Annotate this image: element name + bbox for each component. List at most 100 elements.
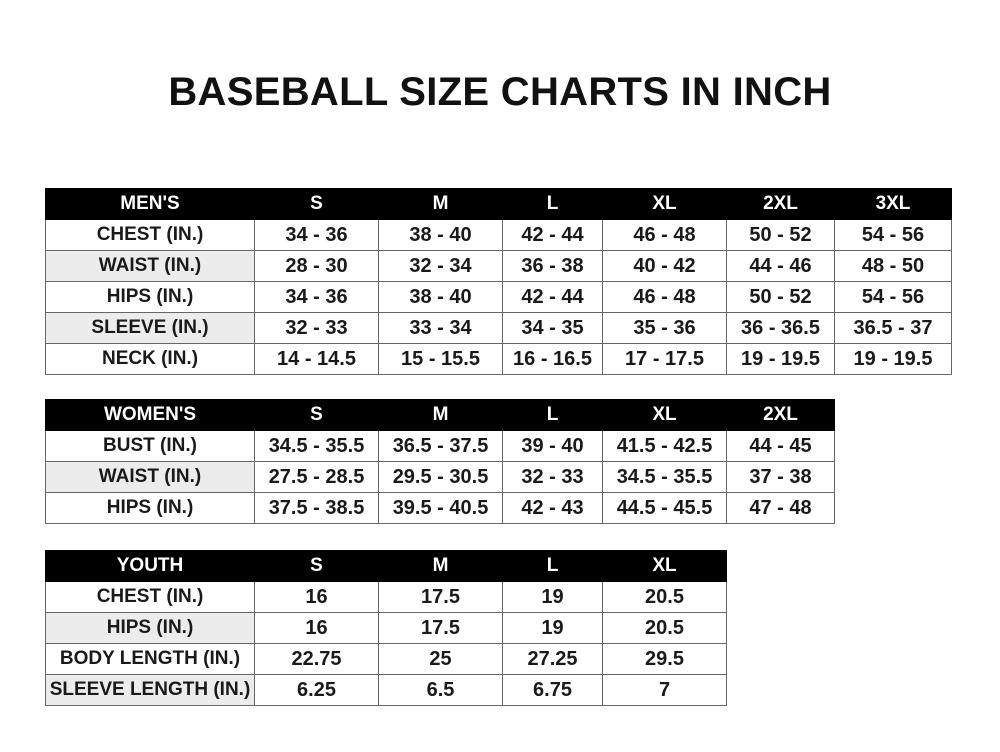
category-header: WOMEN'S xyxy=(45,399,255,431)
measurement-label: SLEEVE (IN.) xyxy=(45,312,255,344)
size-header: 2XL xyxy=(726,188,835,220)
size-value: 42 - 43 xyxy=(502,492,603,524)
measurement-label: CHEST (IN.) xyxy=(45,219,255,251)
size-header: 3XL xyxy=(834,188,952,220)
category-header: YOUTH xyxy=(45,550,255,582)
size-header: L xyxy=(502,188,603,220)
size-value: 16 - 16.5 xyxy=(502,343,603,375)
size-value: 27.5 - 28.5 xyxy=(254,461,379,493)
table-row: HIPS (IN.) 34 - 36 38 - 40 42 - 44 46 - 48 50… xyxy=(45,281,952,313)
size-header: M xyxy=(378,399,503,431)
size-value: 19 xyxy=(502,612,603,644)
size-value: 36.5 - 37.5 xyxy=(378,430,503,462)
size-value: 34 - 35 xyxy=(502,312,603,344)
measurement-label: SLEEVE LENGTH (IN.) xyxy=(45,674,255,706)
size-value: 20.5 xyxy=(602,581,727,613)
size-value: 19 - 19.5 xyxy=(726,343,835,375)
size-value: 16 xyxy=(254,612,379,644)
size-value: 15 - 15.5 xyxy=(378,343,503,375)
womens-size-table: WOMEN'S S M L XL 2XL BUST (IN.) 34.5 - 35.5 36.5… xyxy=(45,399,835,524)
size-value: 35 - 36 xyxy=(602,312,727,344)
measurement-label: HIPS (IN.) xyxy=(45,612,255,644)
size-value: 28 - 30 xyxy=(254,250,379,282)
size-value: 54 - 56 xyxy=(834,281,952,313)
measurement-label: CHEST (IN.) xyxy=(45,581,255,613)
size-header: M xyxy=(378,550,503,582)
size-value: 34.5 - 35.5 xyxy=(602,461,727,493)
size-value: 20.5 xyxy=(602,612,727,644)
size-value: 19 - 19.5 xyxy=(834,343,952,375)
size-value: 36 - 38 xyxy=(502,250,603,282)
size-header: M xyxy=(378,188,503,220)
size-value: 36 - 36.5 xyxy=(726,312,835,344)
size-value: 42 - 44 xyxy=(502,219,603,251)
size-value: 34.5 - 35.5 xyxy=(254,430,379,462)
size-value: 46 - 48 xyxy=(602,281,727,313)
size-header: S xyxy=(254,550,379,582)
table-row: HIPS (IN.) 37.5 - 38.5 39.5 - 40.5 42 - 43 4… xyxy=(45,492,835,524)
size-value: 36.5 - 37 xyxy=(834,312,952,344)
size-value: 6.5 xyxy=(378,674,503,706)
size-value: 44 - 45 xyxy=(726,430,835,462)
size-value: 50 - 52 xyxy=(726,281,835,313)
size-header: 2XL xyxy=(726,399,835,431)
size-value: 48 - 50 xyxy=(834,250,952,282)
header-row: MEN'S S M L XL 2XL 3XL xyxy=(45,188,952,220)
table-row: CHEST (IN.) 16 17.5 19 20.5 xyxy=(45,581,727,613)
size-value: 40 - 42 xyxy=(602,250,727,282)
category-header: MEN'S xyxy=(45,188,255,220)
size-header: XL xyxy=(602,188,727,220)
size-value: 34 - 36 xyxy=(254,281,379,313)
header-row: WOMEN'S S M L XL 2XL xyxy=(45,399,835,431)
table-row: CHEST (IN.) 34 - 36 38 - 40 42 - 44 46 - 48 5… xyxy=(45,219,952,251)
size-value: 7 xyxy=(602,674,727,706)
size-value: 17.5 xyxy=(378,612,503,644)
measurement-label: BODY LENGTH (IN.) xyxy=(45,643,255,675)
size-value: 29.5 - 30.5 xyxy=(378,461,503,493)
table-row: SLEEVE (IN.) 32 - 33 33 - 34 34 - 35 35 - 36… xyxy=(45,312,952,344)
size-value: 50 - 52 xyxy=(726,219,835,251)
size-header: L xyxy=(502,550,603,582)
size-value: 6.25 xyxy=(254,674,379,706)
table-row: HIPS (IN.) 16 17.5 19 20.5 xyxy=(45,612,727,644)
size-value: 37.5 - 38.5 xyxy=(254,492,379,524)
size-value: 17 - 17.5 xyxy=(602,343,727,375)
mens-size-table: MEN'S S M L XL 2XL 3XL CHEST (IN.) 34 - 36 38 - 4… xyxy=(45,188,952,375)
size-value: 33 - 34 xyxy=(378,312,503,344)
table-row: WAIST (IN.) 28 - 30 32 - 34 36 - 38 40 - 42 4… xyxy=(45,250,952,282)
youth-size-table: YOUTH S M L XL CHEST (IN.) 16 17.5 19 20.5 HIPS (I… xyxy=(45,550,727,706)
size-value: 41.5 - 42.5 xyxy=(602,430,727,462)
size-value: 44 - 46 xyxy=(726,250,835,282)
measurement-label: HIPS (IN.) xyxy=(45,492,255,524)
size-value: 32 - 34 xyxy=(378,250,503,282)
size-header: L xyxy=(502,399,603,431)
size-value: 14 - 14.5 xyxy=(254,343,379,375)
table-row: BUST (IN.) 34.5 - 35.5 36.5 - 37.5 39 - 40 4… xyxy=(45,430,835,462)
size-value: 54 - 56 xyxy=(834,219,952,251)
size-value: 39 - 40 xyxy=(502,430,603,462)
size-value: 38 - 40 xyxy=(378,219,503,251)
size-value: 44.5 - 45.5 xyxy=(602,492,727,524)
size-value: 32 - 33 xyxy=(254,312,379,344)
size-value: 37 - 38 xyxy=(726,461,835,493)
size-header: XL xyxy=(602,399,727,431)
page-title: BASEBALL SIZE CHARTS IN INCH xyxy=(168,70,832,114)
size-value: 25 xyxy=(378,643,503,675)
measurement-label: HIPS (IN.) xyxy=(45,281,255,313)
measurement-label: BUST (IN.) xyxy=(45,430,255,462)
size-value: 38 - 40 xyxy=(378,281,503,313)
measurement-label: WAIST (IN.) xyxy=(45,250,255,282)
size-value: 17.5 xyxy=(378,581,503,613)
table-row: NECK (IN.) 14 - 14.5 15 - 15.5 16 - 16.5 17 … xyxy=(45,343,952,375)
size-value: 39.5 - 40.5 xyxy=(378,492,503,524)
header-row: YOUTH S M L XL xyxy=(45,550,727,582)
size-header: S xyxy=(254,188,379,220)
size-value: 34 - 36 xyxy=(254,219,379,251)
table-row: WAIST (IN.) 27.5 - 28.5 29.5 - 30.5 32 - 33… xyxy=(45,461,835,493)
size-value: 6.75 xyxy=(502,674,603,706)
size-header: S xyxy=(254,399,379,431)
size-header: XL xyxy=(602,550,727,582)
size-value: 47 - 48 xyxy=(726,492,835,524)
size-value: 22.75 xyxy=(254,643,379,675)
size-value: 32 - 33 xyxy=(502,461,603,493)
